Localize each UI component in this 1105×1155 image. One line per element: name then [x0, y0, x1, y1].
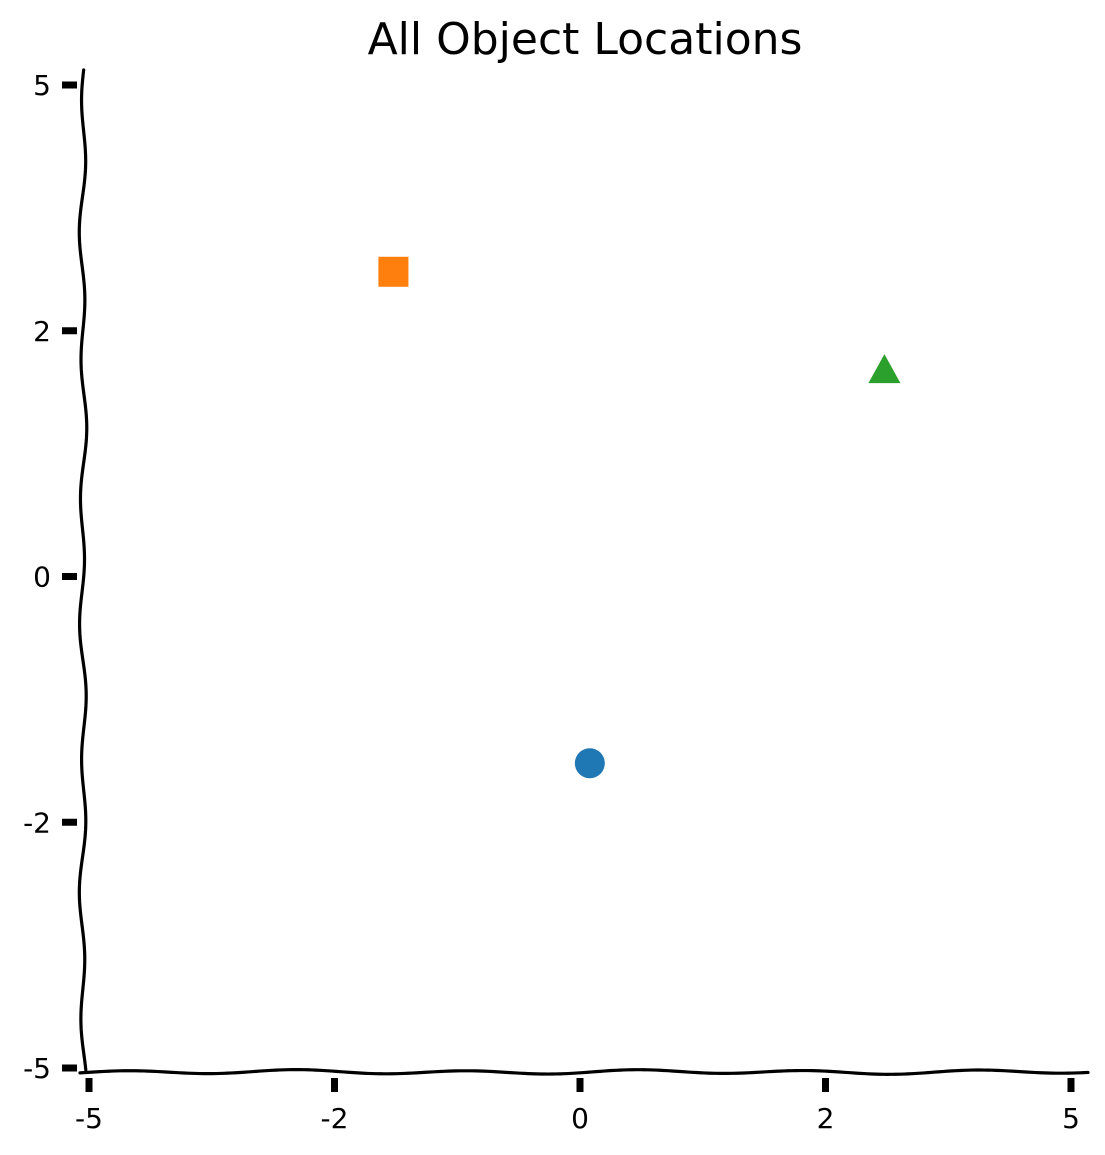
- tick-group: -5 -2 0 2 5 -5 -2 0 2 5: [23, 69, 1080, 1135]
- y-tick-label: -5: [23, 1052, 51, 1085]
- chart-title: All Object Locations: [368, 14, 803, 65]
- data-point-square: [378, 256, 409, 287]
- data-point-triangle: [868, 354, 901, 384]
- x-tick-label: 0: [571, 1102, 589, 1135]
- axes: [77, 68, 1090, 1076]
- x-tick-label: -5: [75, 1102, 103, 1135]
- y-tick-label: 0: [33, 561, 51, 594]
- x-tick-label: -2: [321, 1102, 349, 1135]
- data-point-circle: [574, 748, 605, 779]
- x-axis-line: [78, 1068, 1090, 1076]
- x-tick-label: 5: [1062, 1102, 1080, 1135]
- y-axis-line: [77, 68, 89, 1072]
- y-tick-label: 2: [33, 315, 51, 348]
- data-points: [378, 256, 901, 779]
- x-tick-label: 2: [817, 1102, 835, 1135]
- y-tick-label: -2: [23, 806, 51, 839]
- y-tick-label: 5: [33, 69, 51, 102]
